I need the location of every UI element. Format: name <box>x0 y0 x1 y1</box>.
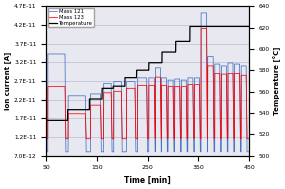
Y-axis label: Ion current [A]: Ion current [A] <box>4 52 11 110</box>
Line: Temperature: Temperature <box>46 26 249 120</box>
Mass 123 <box>44 138 48 140</box>
Mass 123 <box>225 87 228 89</box>
Mass 121 <box>199 12 203 14</box>
Mass 123 <box>96 104 99 106</box>
Mass 121 <box>206 55 209 58</box>
Mass 123 <box>199 27 203 30</box>
X-axis label: Time [min]: Time [min] <box>124 176 171 185</box>
Line: Mass 121: Mass 121 <box>46 13 249 152</box>
Mass 121 <box>225 83 228 85</box>
Mass 123 <box>206 65 209 67</box>
Mass 121 <box>44 151 48 153</box>
Mass 123 <box>239 138 243 140</box>
Mass 123 <box>247 138 251 140</box>
Mass 123 <box>211 65 215 67</box>
Temperature <box>211 25 215 28</box>
Temperature <box>206 25 209 28</box>
Legend: Mass 121, Mass 123, Temperature: Mass 121, Mass 123, Temperature <box>48 8 94 28</box>
Mass 121 <box>96 93 99 95</box>
Mass 123 <box>65 138 68 140</box>
Mass 121 <box>247 151 251 153</box>
Mass 121 <box>239 151 243 153</box>
Temperature <box>96 98 99 100</box>
Y-axis label: Temperature [°C]: Temperature [°C] <box>273 47 281 115</box>
Mass 121 <box>211 55 215 58</box>
Temperature <box>239 25 243 28</box>
Temperature <box>247 25 251 28</box>
Temperature <box>65 119 68 122</box>
Line: Mass 123: Mass 123 <box>46 29 249 139</box>
Temperature <box>44 119 48 122</box>
Mass 121 <box>65 151 68 153</box>
Temperature <box>225 25 228 28</box>
Temperature <box>188 25 192 28</box>
